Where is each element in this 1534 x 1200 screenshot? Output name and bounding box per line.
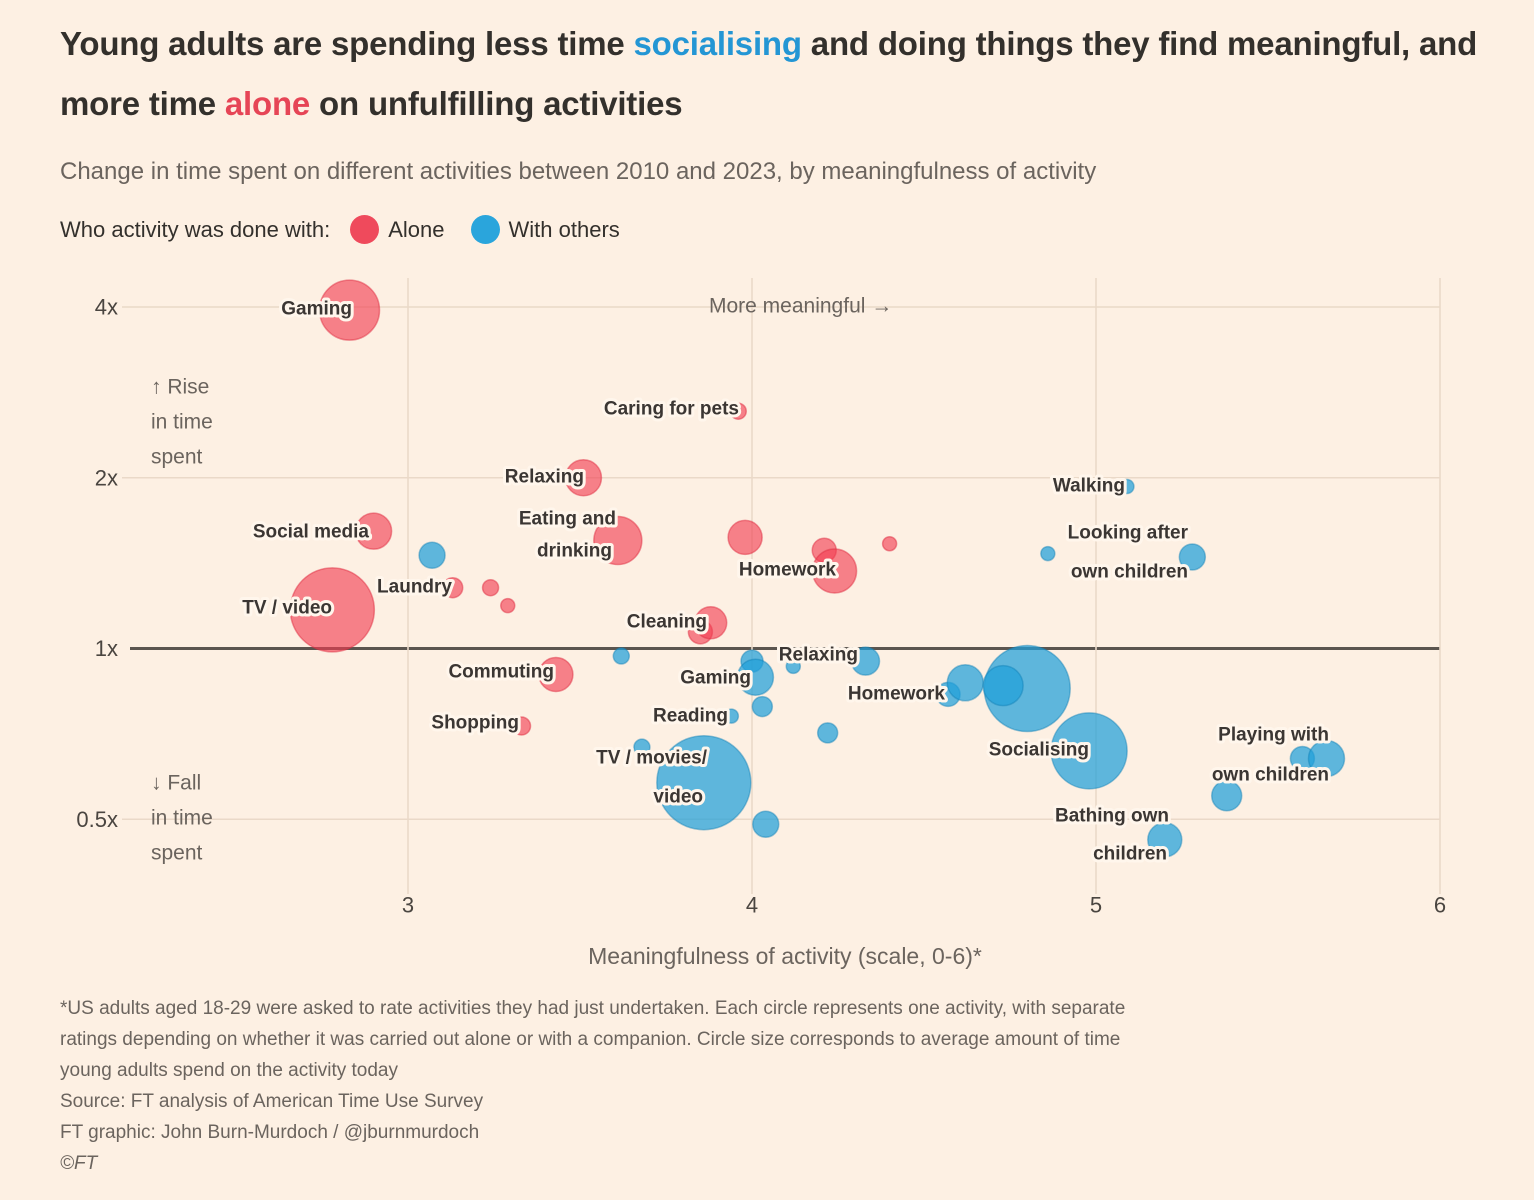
rise-annotation-line: ↑ Rise [151, 376, 209, 399]
bubble-unlabeled-with_others [785, 658, 802, 675]
y-tick-label-2x: 2x [95, 465, 118, 490]
title-highlight-blue: socialising [633, 25, 802, 62]
legend-with-others-dot-icon [470, 215, 500, 244]
bubble-playing-with-own-children-with_others [1210, 780, 1243, 812]
bubble-label-looking-after: Looking after [1068, 523, 1189, 544]
bubble-label-homework: Homework [848, 684, 946, 705]
title-segment: on unfulfilling activities [310, 85, 683, 122]
bubble-unlabeled-alone [481, 578, 500, 597]
bubble-label-gaming: Gaming [680, 668, 751, 689]
x-tick-label-3: 3 [402, 893, 414, 918]
bubble-label-walking: Walking [1053, 476, 1125, 497]
x-tick-label-5: 5 [1090, 893, 1102, 918]
bubble-label-homework: Homework [739, 560, 837, 581]
bubble-label-relaxing: Relaxing [779, 645, 858, 666]
bubble-reading-with_others [723, 708, 740, 724]
bubble-label-tv-movies: TV / movies/ [596, 748, 708, 769]
page-title: Young adults are spending less time soci… [60, 14, 1500, 134]
bubble-bathing-own-children-with_others [1147, 822, 1183, 858]
bubble-relaxing-alone [564, 459, 603, 497]
bubble-commuting-alone [538, 656, 574, 693]
bubble-label-cleaning: Cleaning [627, 612, 707, 633]
title-segment: Young adults are spending less time [60, 25, 634, 62]
x-axis-title: Meaningfulness of activity (scale, 0-6)* [588, 943, 982, 969]
source-line: Source: FT analysis of American Time Use… [60, 1091, 484, 1112]
bubble-socialising-with_others [1050, 712, 1128, 790]
bubble-label-eating-and: Eating and [519, 509, 616, 530]
bubble-shopping-alone [511, 716, 532, 736]
bubble-unlabeled-with_others [946, 664, 985, 702]
bubble-label-laundry: Laundry [377, 577, 452, 598]
bubble-label-drinking: drinking [537, 541, 612, 562]
rise-annotation-line: spent [151, 446, 203, 469]
rise-annotation-line: in time [151, 411, 213, 434]
copyright-line: ©FT [60, 1153, 98, 1174]
title-text: Young adults are spending less time soci… [60, 25, 1477, 122]
bubble-tv-video-alone [289, 567, 376, 653]
fall-annotation-line: spent [151, 842, 203, 865]
bubble-label-own-children: own children [1212, 765, 1329, 786]
legend-with-others-label: With others [508, 216, 620, 242]
bubble-unlabeled-alone [881, 535, 898, 552]
bubble-walking-with_others [1119, 478, 1135, 495]
bubble-gaming-with_others [736, 658, 775, 696]
legend-prompt: Who activity was done with: [60, 216, 331, 242]
bubble-label-playing-with: Playing with [1218, 725, 1329, 746]
bubble-relaxing-with_others [850, 646, 881, 676]
bubble-label-bathing-own: Bathing own [1055, 806, 1169, 827]
legend-alone-label: Alone [388, 216, 445, 242]
y-tick-label-0.5x: 0.5x [76, 807, 118, 832]
more-meaningful-annotation: More meaningful → [709, 295, 892, 318]
footnote-line: young adults spend on the activity today [60, 1060, 399, 1081]
title-highlight-red: alone [224, 85, 311, 122]
bubble-label-tv-video: TV / video [242, 598, 332, 619]
bubble-unlabeled-with_others [418, 541, 446, 570]
bubble-label-reading: Reading [653, 706, 728, 727]
bubble-playing-with-own-children-with_others [1307, 739, 1346, 778]
bubble-label-social-media: Social media [253, 522, 370, 543]
y-tick-label-4x: 4x [95, 295, 118, 320]
bubble-unlabeled-alone [727, 519, 763, 556]
bubble-unlabeled-with_others [633, 738, 651, 756]
bubble-unlabeled-with_others [752, 810, 780, 838]
x-tick-label-4: 4 [746, 893, 758, 918]
bubble-label-children: children [1093, 844, 1167, 865]
bubble-eating-and-drinking-alone [593, 515, 643, 566]
bubble-label-video: video [653, 787, 703, 808]
x-tick-label-6: 6 [1434, 893, 1446, 918]
bubble-unlabeled-with_others [751, 695, 774, 718]
bubble-looking-after-own-children-with_others [1178, 543, 1207, 571]
legend-alone-dot-icon [350, 215, 380, 244]
bubble-unlabeled-with_others [982, 664, 1024, 707]
bubble-label-caring-for-pets: Caring for pets [604, 399, 739, 420]
bubble-label-socialising: Socialising [989, 740, 1089, 761]
bubble-label-commuting: Commuting [448, 662, 554, 683]
y-tick-label-1x: 1x [95, 636, 118, 661]
bubble-label-shopping: Shopping [431, 713, 519, 734]
footnote-line: ratings depending on whether it was carr… [60, 1029, 1121, 1050]
bubble-laundry-alone [441, 576, 464, 599]
bubble-label-gaming: Gaming [281, 299, 352, 320]
bubble-tv-movies-video-with_others [656, 734, 752, 831]
fall-annotation-line: ↓ Fall [151, 772, 201, 795]
bubble-label-relaxing: Relaxing [505, 467, 584, 488]
bubble-gaming-alone [318, 279, 381, 341]
bubble-cleaning-alone [693, 606, 728, 640]
bubble-unlabeled-with_others [612, 647, 631, 665]
bubble-caring-for-pets-alone [729, 402, 747, 420]
bubble-unlabeled-with_others [816, 722, 839, 744]
footnote-line: *US adults aged 18-29 were asked to rate… [60, 998, 1126, 1019]
chart-legend: Who activity was done with: Alone With o… [60, 215, 620, 244]
fall-annotation-line: in time [151, 807, 213, 830]
bubble-unlabeled-alone [500, 597, 516, 614]
chart-footer: *US adults aged 18-29 were asked to rate… [60, 993, 1480, 1179]
bubble-social-media-alone [354, 512, 393, 550]
bubble-homework-alone [811, 548, 858, 594]
chart-subtitle: Change in time spent on different activi… [60, 158, 1097, 185]
title-segment: and doing things they find meaningful, a… [60, 25, 1478, 122]
bubble-looking-after-own-children-with_others [1040, 545, 1056, 562]
bubble-label-own-children: own children [1071, 562, 1188, 583]
credit-line: FT graphic: John Burn-Murdoch / @jburnmu… [60, 1122, 480, 1143]
